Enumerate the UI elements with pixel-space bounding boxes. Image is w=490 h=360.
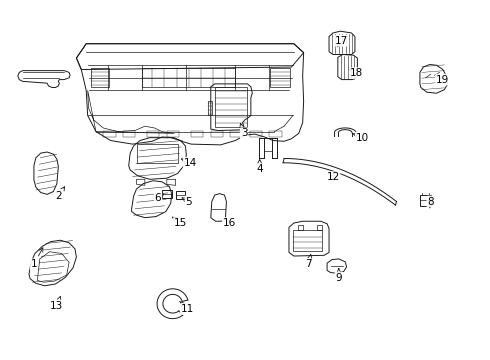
Text: 4: 4 (256, 159, 263, 174)
Text: 11: 11 (180, 301, 194, 314)
Text: 13: 13 (50, 296, 64, 311)
Text: 5: 5 (182, 197, 192, 207)
Text: 18: 18 (349, 68, 363, 78)
Text: 9: 9 (336, 269, 342, 283)
Text: 6: 6 (155, 193, 164, 203)
Text: 19: 19 (436, 75, 449, 85)
Text: 16: 16 (223, 218, 236, 228)
Text: 2: 2 (55, 187, 65, 201)
Text: 10: 10 (353, 133, 369, 143)
Text: 17: 17 (335, 36, 348, 47)
Text: 7: 7 (305, 255, 312, 269)
Text: 14: 14 (181, 158, 197, 168)
Text: 3: 3 (240, 123, 247, 138)
Text: 12: 12 (326, 172, 340, 182)
Text: 8: 8 (427, 197, 434, 208)
Text: 1: 1 (30, 248, 43, 269)
Text: 15: 15 (172, 217, 187, 228)
